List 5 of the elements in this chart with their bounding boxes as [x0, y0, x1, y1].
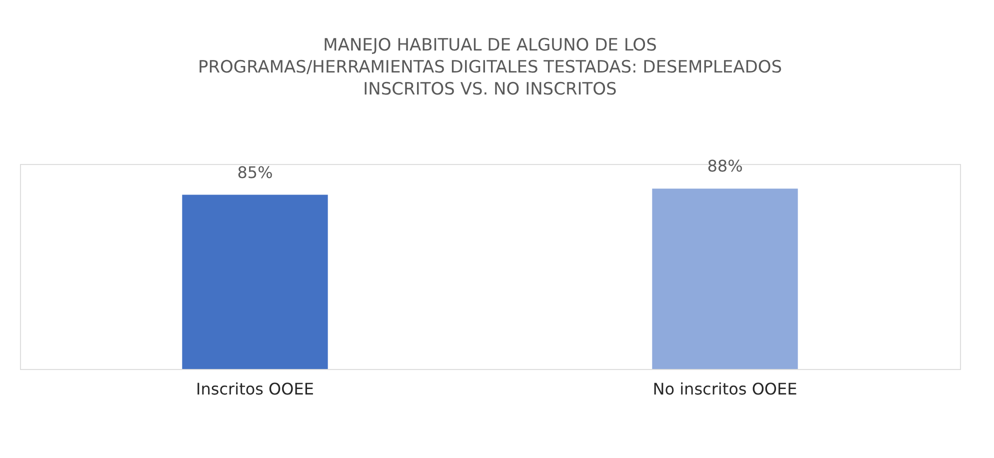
x-tick-label: Inscritos OOEE: [196, 380, 314, 398]
data-label: 88%: [707, 156, 743, 176]
chart-title: MANEJO HABITUAL DE ALGUNO DE LOS PROGRAMAS/HERRAMIENTAS DIGITALES TESTADAS: DESEMPLEADOS INSCRITOS VS. NO INSCRITOS: [198, 36, 782, 100]
data-label: 85%: [237, 162, 273, 182]
x-tick-label: No inscritos OOEE: [652, 380, 798, 398]
